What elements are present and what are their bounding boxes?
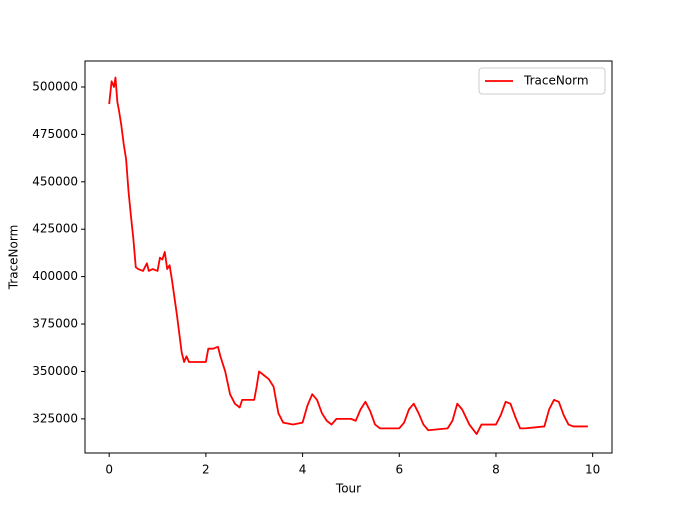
x-tick-label: 0 bbox=[105, 463, 113, 477]
y-tick-label: 350000 bbox=[32, 364, 78, 378]
legend-label: TraceNorm bbox=[523, 74, 589, 88]
y-tick-label: 500000 bbox=[32, 79, 78, 93]
y-axis-label: TraceNorm bbox=[7, 225, 21, 291]
y-tick-label: 425000 bbox=[32, 222, 78, 236]
y-tick-label: 400000 bbox=[32, 269, 78, 283]
x-tick-label: 2 bbox=[202, 463, 210, 477]
x-tick-label: 4 bbox=[299, 463, 307, 477]
x-tick-label: 8 bbox=[492, 463, 500, 477]
data-line bbox=[108, 76, 588, 435]
x-axis-label: Tour bbox=[335, 482, 361, 496]
y-tick-label: 450000 bbox=[32, 174, 78, 188]
y-tick-label: 375000 bbox=[32, 317, 78, 331]
legend-box bbox=[478, 67, 606, 95]
y-tick-label: 325000 bbox=[32, 411, 78, 425]
x-tick-label: 10 bbox=[585, 463, 600, 477]
y-tick-label: 475000 bbox=[32, 127, 78, 141]
x-tick-label: 6 bbox=[395, 463, 403, 477]
axes-frame bbox=[84, 60, 613, 454]
